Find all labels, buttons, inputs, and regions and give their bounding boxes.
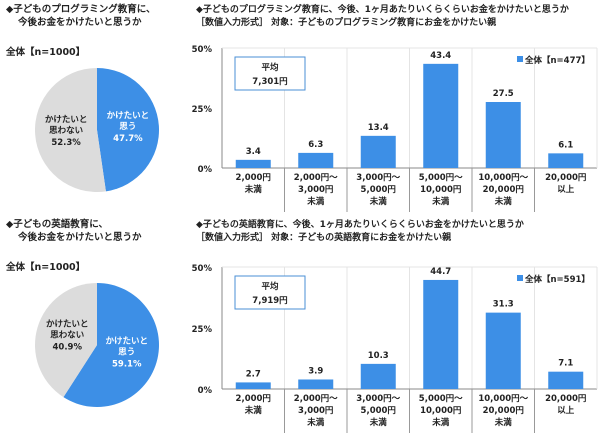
pie-sample-size: 全体【n=1000】 xyxy=(5,46,85,58)
pie-slice-want xyxy=(63,283,160,407)
x-tick-label: 以上 xyxy=(557,184,575,195)
x-tick-label: 5,000円～ xyxy=(419,173,463,183)
bar xyxy=(548,371,584,389)
x-tick-label: 未満 xyxy=(431,196,450,207)
x-tick-label: 未満 xyxy=(431,417,450,428)
bar-title: ◆子どものプログラミング教育に、今後、1ヶ月あたりいくらくらいお金をかけたいと思… xyxy=(196,3,569,15)
x-tick-label: 未満 xyxy=(369,196,388,207)
pie-value: 59.1% xyxy=(112,360,142,370)
x-tick-label: 3,000円～ xyxy=(356,394,400,404)
pie-sample-size: 全体【n=1000】 xyxy=(5,261,85,273)
x-tick-label: 未満 xyxy=(369,417,388,428)
x-tick-label: 未満 xyxy=(306,196,325,207)
x-tick-label: 3,000円 xyxy=(298,406,333,416)
x-tick-label: 3,000円～ xyxy=(356,173,400,183)
pie-slice-not-want xyxy=(34,68,106,192)
pie-value: 40.9% xyxy=(53,342,83,352)
mean-label: 平均 xyxy=(261,62,279,73)
bar-subtitle: ［数値入力形式］ 対象：子どもの英語教育にお金をかけたい親 xyxy=(196,231,451,243)
pie-slice-not-want xyxy=(35,283,97,398)
x-tick-label: 5,000円～ xyxy=(419,394,463,404)
bar xyxy=(548,153,584,168)
pie-label: 思う xyxy=(118,348,135,358)
mean-box xyxy=(234,275,306,310)
x-tick-label: 未満 xyxy=(244,405,263,416)
legend-swatch xyxy=(517,275,523,281)
pie-value: 47.7% xyxy=(113,134,143,144)
x-tick-label: 2,000円～ xyxy=(294,394,338,404)
x-tick-label: 10,000円～ xyxy=(478,173,528,183)
bar-value-label: 3.9 xyxy=(308,366,323,376)
bar-value-label: 3.4 xyxy=(246,147,261,157)
bar-subtitle: ［数値入力形式］ 対象：子どものプログラミング教育にお金をかけたい親 xyxy=(196,16,496,28)
bar xyxy=(485,312,521,389)
bar xyxy=(235,159,271,168)
x-tick-label: 未満 xyxy=(494,417,513,428)
x-tick-label: 未満 xyxy=(494,196,513,207)
x-tick-label: 20,000円 xyxy=(545,173,586,183)
legend-label: 全体【n=591】 xyxy=(524,274,590,285)
x-tick-label: 20,000円 xyxy=(483,406,524,416)
x-tick-label: 20,000円 xyxy=(483,185,524,195)
pie-label: かけたいと xyxy=(46,318,89,329)
bar-value-label: 7.1 xyxy=(558,359,573,369)
x-tick-label: 5,000円 xyxy=(361,406,396,416)
bar xyxy=(423,279,459,389)
pie-label: 思う xyxy=(119,122,136,132)
bar xyxy=(298,379,334,389)
x-tick-label: 20,000円 xyxy=(545,394,586,404)
bar xyxy=(360,363,396,389)
legend-label: 全体【n=477】 xyxy=(524,55,590,66)
mean-value: 7,919円 xyxy=(252,296,287,306)
y-tick-label: 25% xyxy=(192,105,213,115)
bar-value-label: 2.7 xyxy=(246,369,261,379)
bar-title: ◆子どもの英語教育に、今後、1ヶ月あたりいくらくらいお金をかけたいと思うか xyxy=(196,218,524,230)
pie-label: かけたいと xyxy=(45,114,88,125)
x-tick-label: 2,000円 xyxy=(236,173,271,183)
bar xyxy=(360,135,396,168)
pie-slice-want xyxy=(97,68,160,192)
y-tick-label: 0% xyxy=(198,386,213,396)
bar-value-label: 44.7 xyxy=(430,267,451,277)
x-tick-label: 未満 xyxy=(306,417,325,428)
bar-value-label: 43.4 xyxy=(430,51,451,61)
x-tick-label: 2,000円 xyxy=(236,394,271,404)
y-tick-label: 25% xyxy=(192,325,213,335)
x-tick-label: 以上 xyxy=(557,405,575,416)
x-tick-label: 2,000円～ xyxy=(294,173,338,183)
mean-box xyxy=(234,56,306,91)
pie-label: 思わない xyxy=(49,126,83,136)
bar xyxy=(485,102,521,168)
pie-title: ◆子どもの英語教育に、 xyxy=(6,218,108,230)
x-tick-label: 3,000円 xyxy=(298,185,333,195)
x-tick-label: 10,000円～ xyxy=(478,394,528,404)
bar-value-label: 6.3 xyxy=(308,140,323,150)
bar-value-label: 6.1 xyxy=(558,140,573,150)
x-tick-label: 10,000円 xyxy=(420,406,461,416)
x-tick-label: 未満 xyxy=(244,184,263,195)
pie-title: ◆子どものプログラミング教育に、 xyxy=(6,3,156,15)
pie-title: 今後お金をかけたいと思うか xyxy=(17,16,142,28)
pie-value: 52.3% xyxy=(51,138,81,148)
pie-title: 今後お金をかけたいと思うか xyxy=(17,231,142,243)
y-tick-label: 50% xyxy=(192,264,213,274)
pie-label: かけたいと xyxy=(107,110,150,121)
bar-value-label: 27.5 xyxy=(493,89,514,99)
bar-value-label: 13.4 xyxy=(368,123,389,133)
legend-swatch xyxy=(517,56,523,62)
bar-value-label: 10.3 xyxy=(368,351,389,361)
y-tick-label: 0% xyxy=(198,165,213,175)
y-tick-label: 50% xyxy=(192,45,213,55)
pie-label: かけたいと xyxy=(105,336,148,347)
x-tick-label: 5,000円 xyxy=(361,185,396,195)
bar xyxy=(298,152,334,168)
mean-label: 平均 xyxy=(261,281,279,292)
bar xyxy=(423,63,459,169)
x-tick-label: 10,000円 xyxy=(420,185,461,195)
bar xyxy=(235,382,271,389)
mean-value: 7,301円 xyxy=(252,77,287,87)
pie-label: 思わない xyxy=(50,330,84,340)
bar-value-label: 31.3 xyxy=(493,300,514,310)
